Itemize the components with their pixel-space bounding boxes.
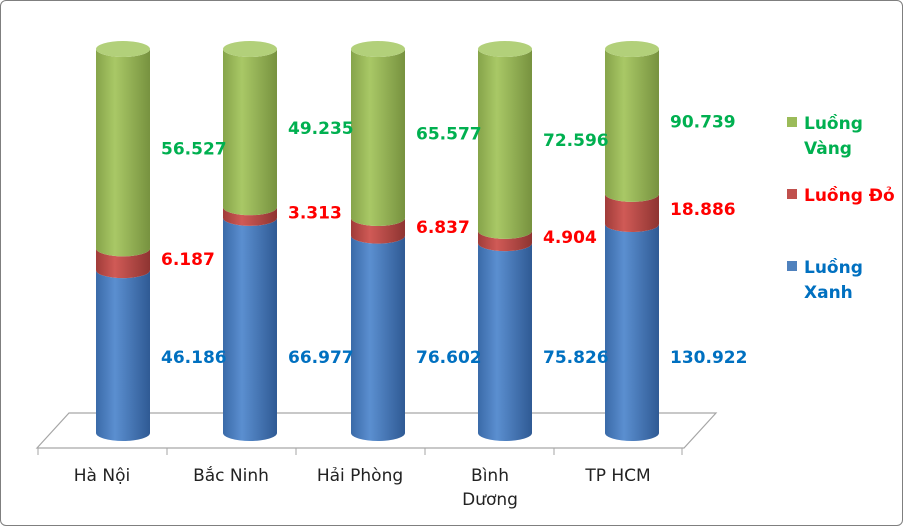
data-label: 18.886	[670, 200, 736, 220]
bar-segment-luồng-đỏ	[96, 248, 150, 279]
data-label: 75.826	[543, 348, 609, 368]
bar-segment-luồng-xanh	[351, 235, 405, 441]
data-label: 66.977	[288, 348, 354, 368]
data-label: 49.235	[288, 119, 354, 139]
bar-segment-luồng-vàng	[351, 49, 405, 226]
legend-label: Luồng	[804, 113, 863, 134]
cylinder-top-cap	[96, 41, 150, 57]
data-label: 72.596	[543, 131, 609, 151]
data-label: 46.186	[161, 348, 227, 368]
bar-segment-luồng-xanh	[223, 217, 277, 441]
bar-segment-luồng-đỏ	[478, 230, 532, 252]
category-label: Hải Phòng	[317, 466, 403, 486]
data-label: 6.837	[416, 218, 470, 238]
data-label: 130.922	[670, 348, 747, 368]
bar-segment-luồng-đỏ	[223, 207, 277, 226]
legend-swatch	[787, 261, 797, 271]
category-label: Bình	[471, 466, 509, 486]
category-label: Hà Nội	[74, 466, 130, 486]
bar-segment-luồng-vàng	[478, 49, 532, 239]
cylinder-top-cap	[605, 41, 659, 57]
data-label: 6.187	[161, 250, 215, 270]
bar-segment-luồng-xanh	[478, 243, 532, 441]
legend-label: Vàng	[804, 139, 852, 159]
bar-segment-luồng-vàng	[223, 49, 277, 216]
data-label: 76.602	[416, 348, 482, 368]
data-label: 3.313	[288, 203, 342, 223]
category-label: Bắc Ninh	[193, 465, 269, 486]
bar-segment-luồng-đỏ	[605, 193, 659, 233]
category-label: Dương	[462, 490, 518, 510]
category-label: TP HCM	[584, 466, 650, 486]
data-label: 90.739	[670, 112, 736, 132]
bar-segment-luồng-vàng	[605, 49, 659, 202]
data-label: 56.527	[161, 140, 227, 160]
cylinder-top-cap	[223, 41, 277, 57]
legend-swatch	[787, 189, 797, 199]
legend-label: Luồng	[804, 257, 863, 278]
data-label: 4.904	[543, 228, 597, 248]
legend-swatch	[787, 117, 797, 127]
cylinder-top-cap	[351, 41, 405, 57]
bar-segment-luồng-xanh	[605, 224, 659, 441]
data-label: 65.577	[416, 124, 482, 144]
bar-segment-luồng-vàng	[96, 49, 150, 257]
bar-segment-luồng-xanh	[96, 270, 150, 441]
legend-label: Xanh	[804, 283, 853, 303]
legend-label: Luồng Đỏ	[804, 185, 895, 206]
bar-segment-luồng-đỏ	[351, 217, 405, 244]
cylinder-top-cap	[478, 41, 532, 57]
